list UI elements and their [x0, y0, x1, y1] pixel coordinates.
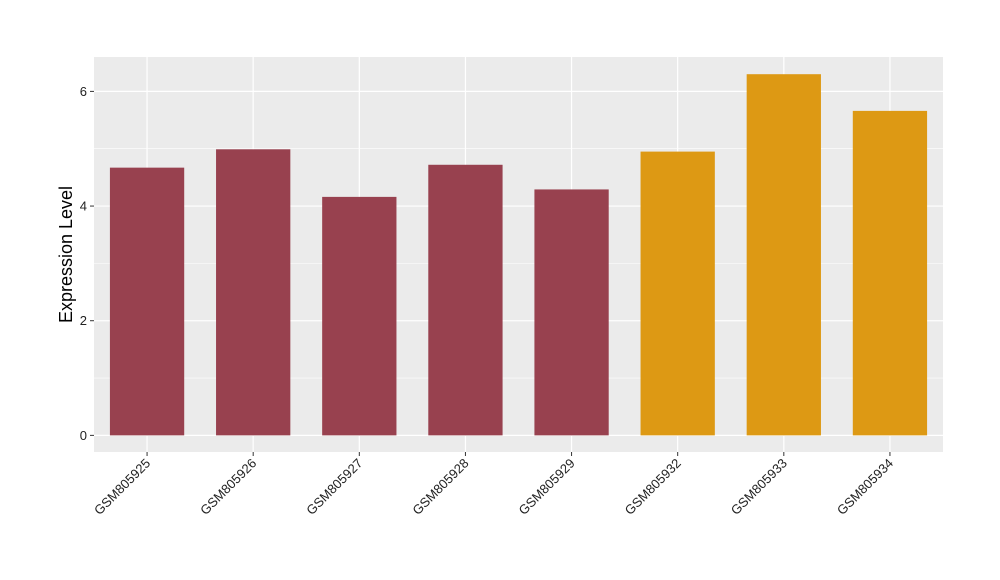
y-tick-label: 6	[80, 84, 87, 99]
x-tick-label: GSM805928	[409, 456, 471, 518]
y-axis: 0 2 4 6	[80, 84, 94, 443]
x-tick-label: GSM805934	[834, 456, 896, 518]
x-axis: GSM805925 GSM805926 GSM805927 GSM805928 GSM8…	[91, 452, 896, 518]
bar-GSM805927	[322, 196, 397, 436]
y-axis-title: Expression Level	[56, 186, 76, 323]
x-tick-label: GSM805929	[515, 456, 577, 518]
bar-GSM805926	[216, 149, 291, 436]
y-tick-label: 2	[80, 313, 87, 328]
x-tick-label: GSM805927	[303, 456, 365, 518]
bar-GSM805934	[852, 110, 928, 436]
bar-GSM805929	[534, 189, 609, 436]
y-tick-label: 4	[80, 199, 87, 214]
x-tick-label: GSM805926	[197, 456, 259, 518]
bar-GSM805925	[109, 167, 185, 436]
x-tick-label: GSM805925	[91, 456, 153, 518]
bar-GSM805933	[746, 74, 821, 436]
x-tick-label: GSM805932	[622, 456, 684, 518]
bar-GSM805932	[640, 151, 715, 436]
x-tick-label: GSM805933	[728, 456, 790, 518]
y-tick-label: 0	[80, 428, 87, 443]
bars	[109, 74, 928, 436]
bar-GSM805928	[428, 164, 503, 436]
